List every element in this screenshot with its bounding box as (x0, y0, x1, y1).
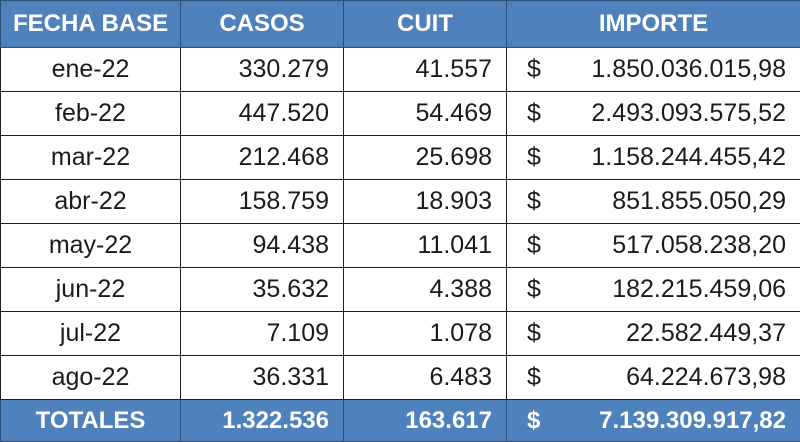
cell-fecha: mar-22 (1, 136, 181, 180)
cell-casos: 212.468 (181, 136, 344, 180)
cell-fecha: may-22 (1, 224, 181, 268)
totals-row: TOTALES 1.322.536 163.617 $7.139.309.917… (1, 400, 800, 442)
importe-value: 517.058.238,20 (612, 231, 786, 260)
table-row: ago-22 36.331 6.483 $64.224.673,98 (1, 356, 800, 400)
cell-casos: 447.520 (181, 92, 344, 136)
totals-label: TOTALES (1, 400, 181, 442)
importe-value: 22.582.449,37 (626, 319, 786, 348)
currency-symbol: $ (521, 275, 541, 304)
cell-importe: $851.855.050,29 (507, 180, 800, 224)
totals-importe: $7.139.309.917,82 (507, 400, 800, 442)
cell-casos: 158.759 (181, 180, 344, 224)
cell-fecha: ago-22 (1, 356, 181, 400)
cell-fecha: feb-22 (1, 92, 181, 136)
table-row: jun-22 35.632 4.388 $182.215.459,06 (1, 268, 800, 312)
cell-importe: $1.158.244.455,42 (507, 136, 800, 180)
cell-casos: 7.109 (181, 312, 344, 356)
cell-cuit: 41.557 (344, 48, 507, 92)
cell-casos: 330.279 (181, 48, 344, 92)
cell-importe: $517.058.238,20 (507, 224, 800, 268)
currency-symbol: $ (521, 231, 541, 260)
totals-cuit: 163.617 (344, 400, 507, 442)
cell-fecha: abr-22 (1, 180, 181, 224)
table-row: may-22 94.438 11.041 $517.058.238,20 (1, 224, 800, 268)
cell-cuit: 4.388 (344, 268, 507, 312)
cell-fecha: ene-22 (1, 48, 181, 92)
importe-value: 1.158.244.455,42 (591, 143, 786, 172)
currency-symbol: $ (521, 55, 541, 84)
cell-importe: $64.224.673,98 (507, 356, 800, 400)
cell-cuit: 1.078 (344, 312, 507, 356)
table-row: mar-22 212.468 25.698 $1.158.244.455,42 (1, 136, 800, 180)
header-cuit: CUIT (344, 1, 507, 48)
cell-casos: 36.331 (181, 356, 344, 400)
cell-casos: 94.438 (181, 224, 344, 268)
header-fecha-base: FECHA BASE (1, 1, 181, 48)
table-row: jul-22 7.109 1.078 $22.582.449,37 (1, 312, 800, 356)
cell-fecha: jul-22 (1, 312, 181, 356)
currency-symbol: $ (521, 319, 541, 348)
table-row: feb-22 447.520 54.469 $2.493.093.575,52 (1, 92, 800, 136)
cell-importe: $2.493.093.575,52 (507, 92, 800, 136)
cell-importe: $22.582.449,37 (507, 312, 800, 356)
currency-symbol: $ (521, 143, 541, 172)
cell-fecha: jun-22 (1, 268, 181, 312)
importe-value: 2.493.093.575,52 (591, 99, 786, 128)
importe-value: 1.850.036.015,98 (591, 55, 786, 84)
currency-symbol: $ (521, 99, 541, 128)
table-row: abr-22 158.759 18.903 $851.855.050,29 (1, 180, 800, 224)
cell-cuit: 25.698 (344, 136, 507, 180)
importe-value: 182.215.459,06 (612, 275, 786, 304)
currency-symbol: $ (521, 407, 540, 435)
importe-value: 851.855.050,29 (612, 187, 786, 216)
cell-importe: $182.215.459,06 (507, 268, 800, 312)
cell-importe: $1.850.036.015,98 (507, 48, 800, 92)
totals-casos: 1.322.536 (181, 400, 344, 442)
totals-importe-value: 7.139.309.917,82 (599, 407, 786, 435)
header-row: FECHA BASE CASOS CUIT IMPORTE (1, 1, 800, 48)
importe-value: 64.224.673,98 (626, 363, 786, 392)
table-row: ene-22 330.279 41.557 $1.850.036.015,98 (1, 48, 800, 92)
header-importe: IMPORTE (507, 1, 800, 48)
cell-casos: 35.632 (181, 268, 344, 312)
cell-cuit: 11.041 (344, 224, 507, 268)
cell-cuit: 6.483 (344, 356, 507, 400)
currency-symbol: $ (521, 187, 541, 216)
cell-cuit: 18.903 (344, 180, 507, 224)
header-casos: CASOS (181, 1, 344, 48)
currency-symbol: $ (521, 363, 541, 392)
cell-cuit: 54.469 (344, 92, 507, 136)
